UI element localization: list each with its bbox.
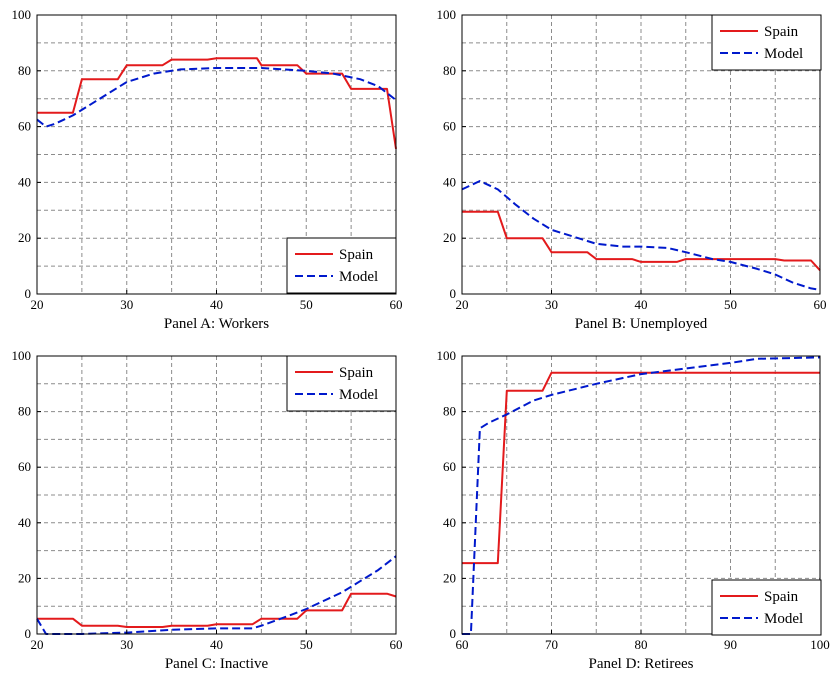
y-tick-label: 20	[443, 230, 456, 245]
y-tick-label: 20	[443, 570, 456, 585]
y-tick-label: 20	[18, 570, 31, 585]
legend-label-model: Model	[764, 611, 803, 627]
y-tick-label: 80	[443, 404, 456, 419]
y-tick-label: 40	[18, 174, 31, 189]
x-tick-label: 20	[456, 297, 469, 312]
x-tick-label: 80	[635, 637, 648, 652]
series-line-spain	[462, 210, 821, 271]
y-tick-label: 80	[18, 404, 31, 419]
y-tick-label: 40	[443, 174, 456, 189]
legend-label-spain: Spain	[339, 247, 374, 263]
series-line-spain	[462, 371, 820, 565]
series-line-model	[461, 180, 821, 291]
y-tick-label: 60	[443, 459, 456, 474]
x-tick-label: 30	[120, 297, 133, 312]
x-tick-label: 50	[724, 297, 737, 312]
y-tick-label: 60	[18, 119, 31, 134]
y-tick-label: 100	[437, 7, 457, 22]
x-tick-label: 50	[300, 637, 313, 652]
x-tick-label: 70	[545, 637, 558, 652]
legend: Spain Model	[286, 355, 397, 412]
y-tick-label: 80	[443, 63, 456, 78]
legend-label-model: Model	[764, 46, 803, 62]
x-tick-label: 100	[810, 637, 830, 652]
x-tick-label: 50	[300, 297, 313, 312]
x-tick-label: 40	[210, 297, 223, 312]
x-tick-label: 20	[31, 637, 44, 652]
legend-label-model: Model	[339, 269, 378, 285]
x-tick-label: 90	[724, 637, 737, 652]
x-tick-label: 40	[635, 297, 648, 312]
panel-title: Panel A: Workers	[164, 316, 269, 332]
x-tick-label: 40	[210, 637, 223, 652]
y-tick-label: 0	[450, 286, 457, 301]
y-tick-label: 0	[450, 626, 457, 641]
legend-label-model: Model	[339, 387, 378, 403]
series-line-spain	[37, 57, 397, 150]
x-tick-label: 30	[545, 297, 558, 312]
y-tick-label: 40	[18, 515, 31, 530]
legend-box	[286, 237, 397, 294]
legend-box	[711, 579, 822, 636]
legend-box	[711, 14, 822, 71]
panel-4: 60 70 80 90 100 0 20 40 60 80 100 Panel D: Retirees…	[437, 348, 830, 672]
legend: Spain Model	[711, 579, 822, 636]
legend-box	[286, 355, 397, 412]
y-tick-label: 100	[12, 348, 32, 363]
panel-title: Panel D: Retirees	[589, 656, 694, 672]
series-line-model	[36, 555, 397, 635]
x-tick-label: 60	[390, 297, 403, 312]
y-tick-label: 80	[18, 63, 31, 78]
series-line-model	[36, 67, 397, 128]
x-tick-label: 30	[120, 637, 133, 652]
x-tick-label: 20	[31, 297, 44, 312]
legend: Spain Model	[711, 14, 822, 71]
series-line-spain	[37, 592, 397, 628]
y-tick-label: 100	[437, 348, 457, 363]
y-tick-label: 20	[18, 230, 31, 245]
y-tick-label: 40	[443, 515, 456, 530]
y-tick-label: 60	[443, 119, 456, 134]
legend-label-spain: Spain	[764, 24, 799, 40]
y-tick-label: 0	[25, 626, 32, 641]
series-line-model	[462, 356, 821, 635]
x-tick-label: 60	[814, 297, 827, 312]
panel-title: Panel C: Inactive	[165, 656, 269, 672]
legend: Spain Model	[286, 237, 397, 294]
y-tick-label: 100	[12, 7, 32, 22]
y-tick-label: 60	[18, 459, 31, 474]
legend-label-spain: Spain	[764, 589, 799, 605]
x-tick-label: 60	[390, 637, 403, 652]
panel-title: Panel B: Unemployed	[575, 316, 708, 332]
x-tick-label: 60	[456, 637, 469, 652]
y-tick-label: 0	[25, 286, 32, 301]
legend-label-spain: Spain	[339, 365, 374, 381]
